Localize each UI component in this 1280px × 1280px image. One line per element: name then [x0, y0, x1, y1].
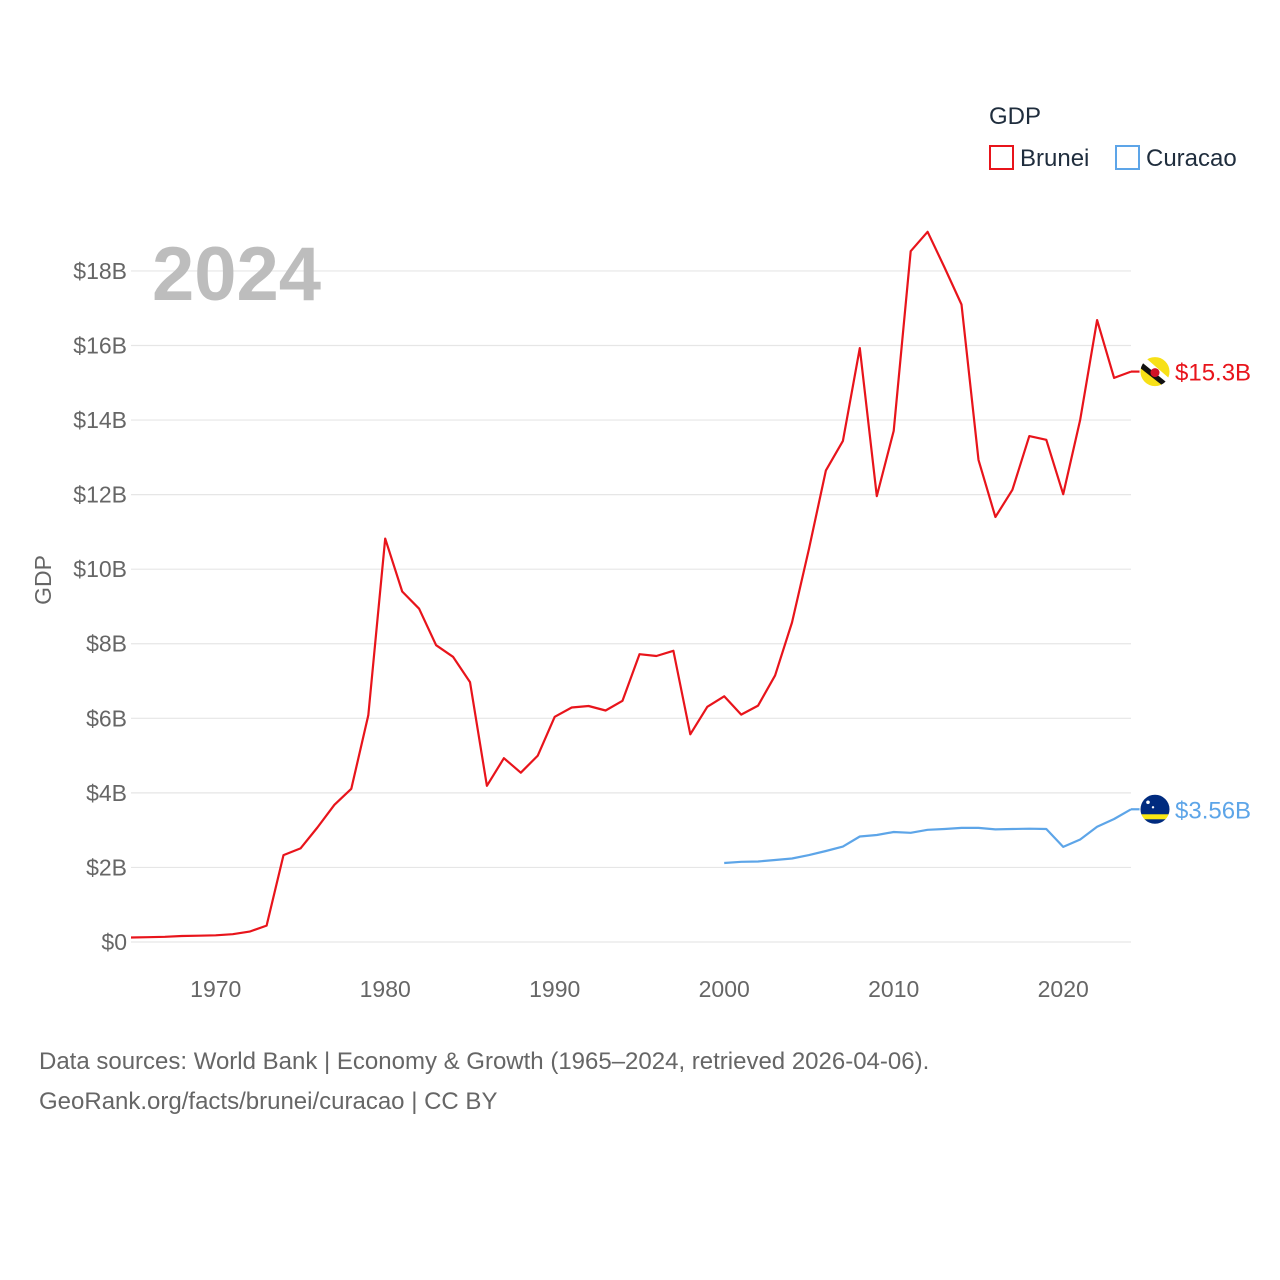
legend-item-brunei[interactable]: Brunei [989, 145, 1089, 172]
x-tick-label: 2020 [1038, 976, 1089, 1002]
y-tick-label: $0 [101, 929, 127, 955]
curacao-flag-icon [1139, 793, 1171, 825]
data-source-note: Data sources: World Bank | Economy & Gro… [39, 1048, 930, 1075]
y-axis-ticks: $0 $2B $4B $6B $8B $10B $12B $14B $16B $18B [73, 258, 127, 955]
y-tick-label: $10B [73, 556, 127, 582]
series-lines [130, 230, 1132, 939]
y-tick-label: $16B [73, 332, 127, 358]
y-tick-label: $12B [73, 482, 127, 508]
y-axis-title: GDP [30, 555, 56, 605]
legend-item-curacao[interactable]: Curacao [1115, 145, 1237, 172]
y-tick-label: $6B [86, 705, 127, 731]
x-tick-label: 1980 [360, 976, 411, 1002]
footer: Data sources: World Bank | Economy & Gro… [39, 1042, 929, 1122]
legend-swatch-brunei [989, 145, 1014, 170]
end-value-label-curacao: $3.56B [1175, 797, 1251, 824]
x-tick-label: 1970 [190, 976, 241, 1002]
attribution-link[interactable]: GeoRank.org/facts/brunei/curacao | CC BY [39, 1088, 498, 1115]
y-tick-label: $18B [73, 258, 127, 284]
legend-label-brunei: Brunei [1020, 145, 1089, 172]
gdp-line-chart: $0$2B$4B$6B$8B$10B$12B$14B$16B$18B 1970 1… [30, 103, 1251, 1002]
legend-title: GDP [989, 103, 1041, 130]
year-label: 2024 [152, 232, 321, 317]
y-tick-label: $14B [73, 407, 127, 433]
series-line-brunei[interactable] [130, 230, 1132, 939]
series-end-markers: $15.3B $3.56B [1131, 356, 1251, 825]
x-tick-label: 2010 [868, 976, 919, 1002]
end-value-label-brunei: $15.3B [1175, 360, 1251, 387]
x-tick-label: 1990 [529, 976, 580, 1002]
y-tick-label: $2B [86, 854, 127, 880]
x-axis-ticks: 1970 1980 1990 2000 2010 2020 [190, 976, 1089, 1002]
legend: GDP Brunei Curacao [989, 103, 1237, 172]
x-tick-label: 2000 [699, 976, 750, 1002]
legend-label-curacao: Curacao [1146, 145, 1237, 172]
brunei-flag-icon [1139, 356, 1171, 388]
gridlines [131, 270, 1131, 943]
series-line-curacao[interactable] [724, 808, 1132, 865]
y-tick-label: $4B [86, 780, 127, 806]
legend-swatch-curacao [1115, 145, 1140, 170]
y-tick-label: $8B [86, 631, 127, 657]
